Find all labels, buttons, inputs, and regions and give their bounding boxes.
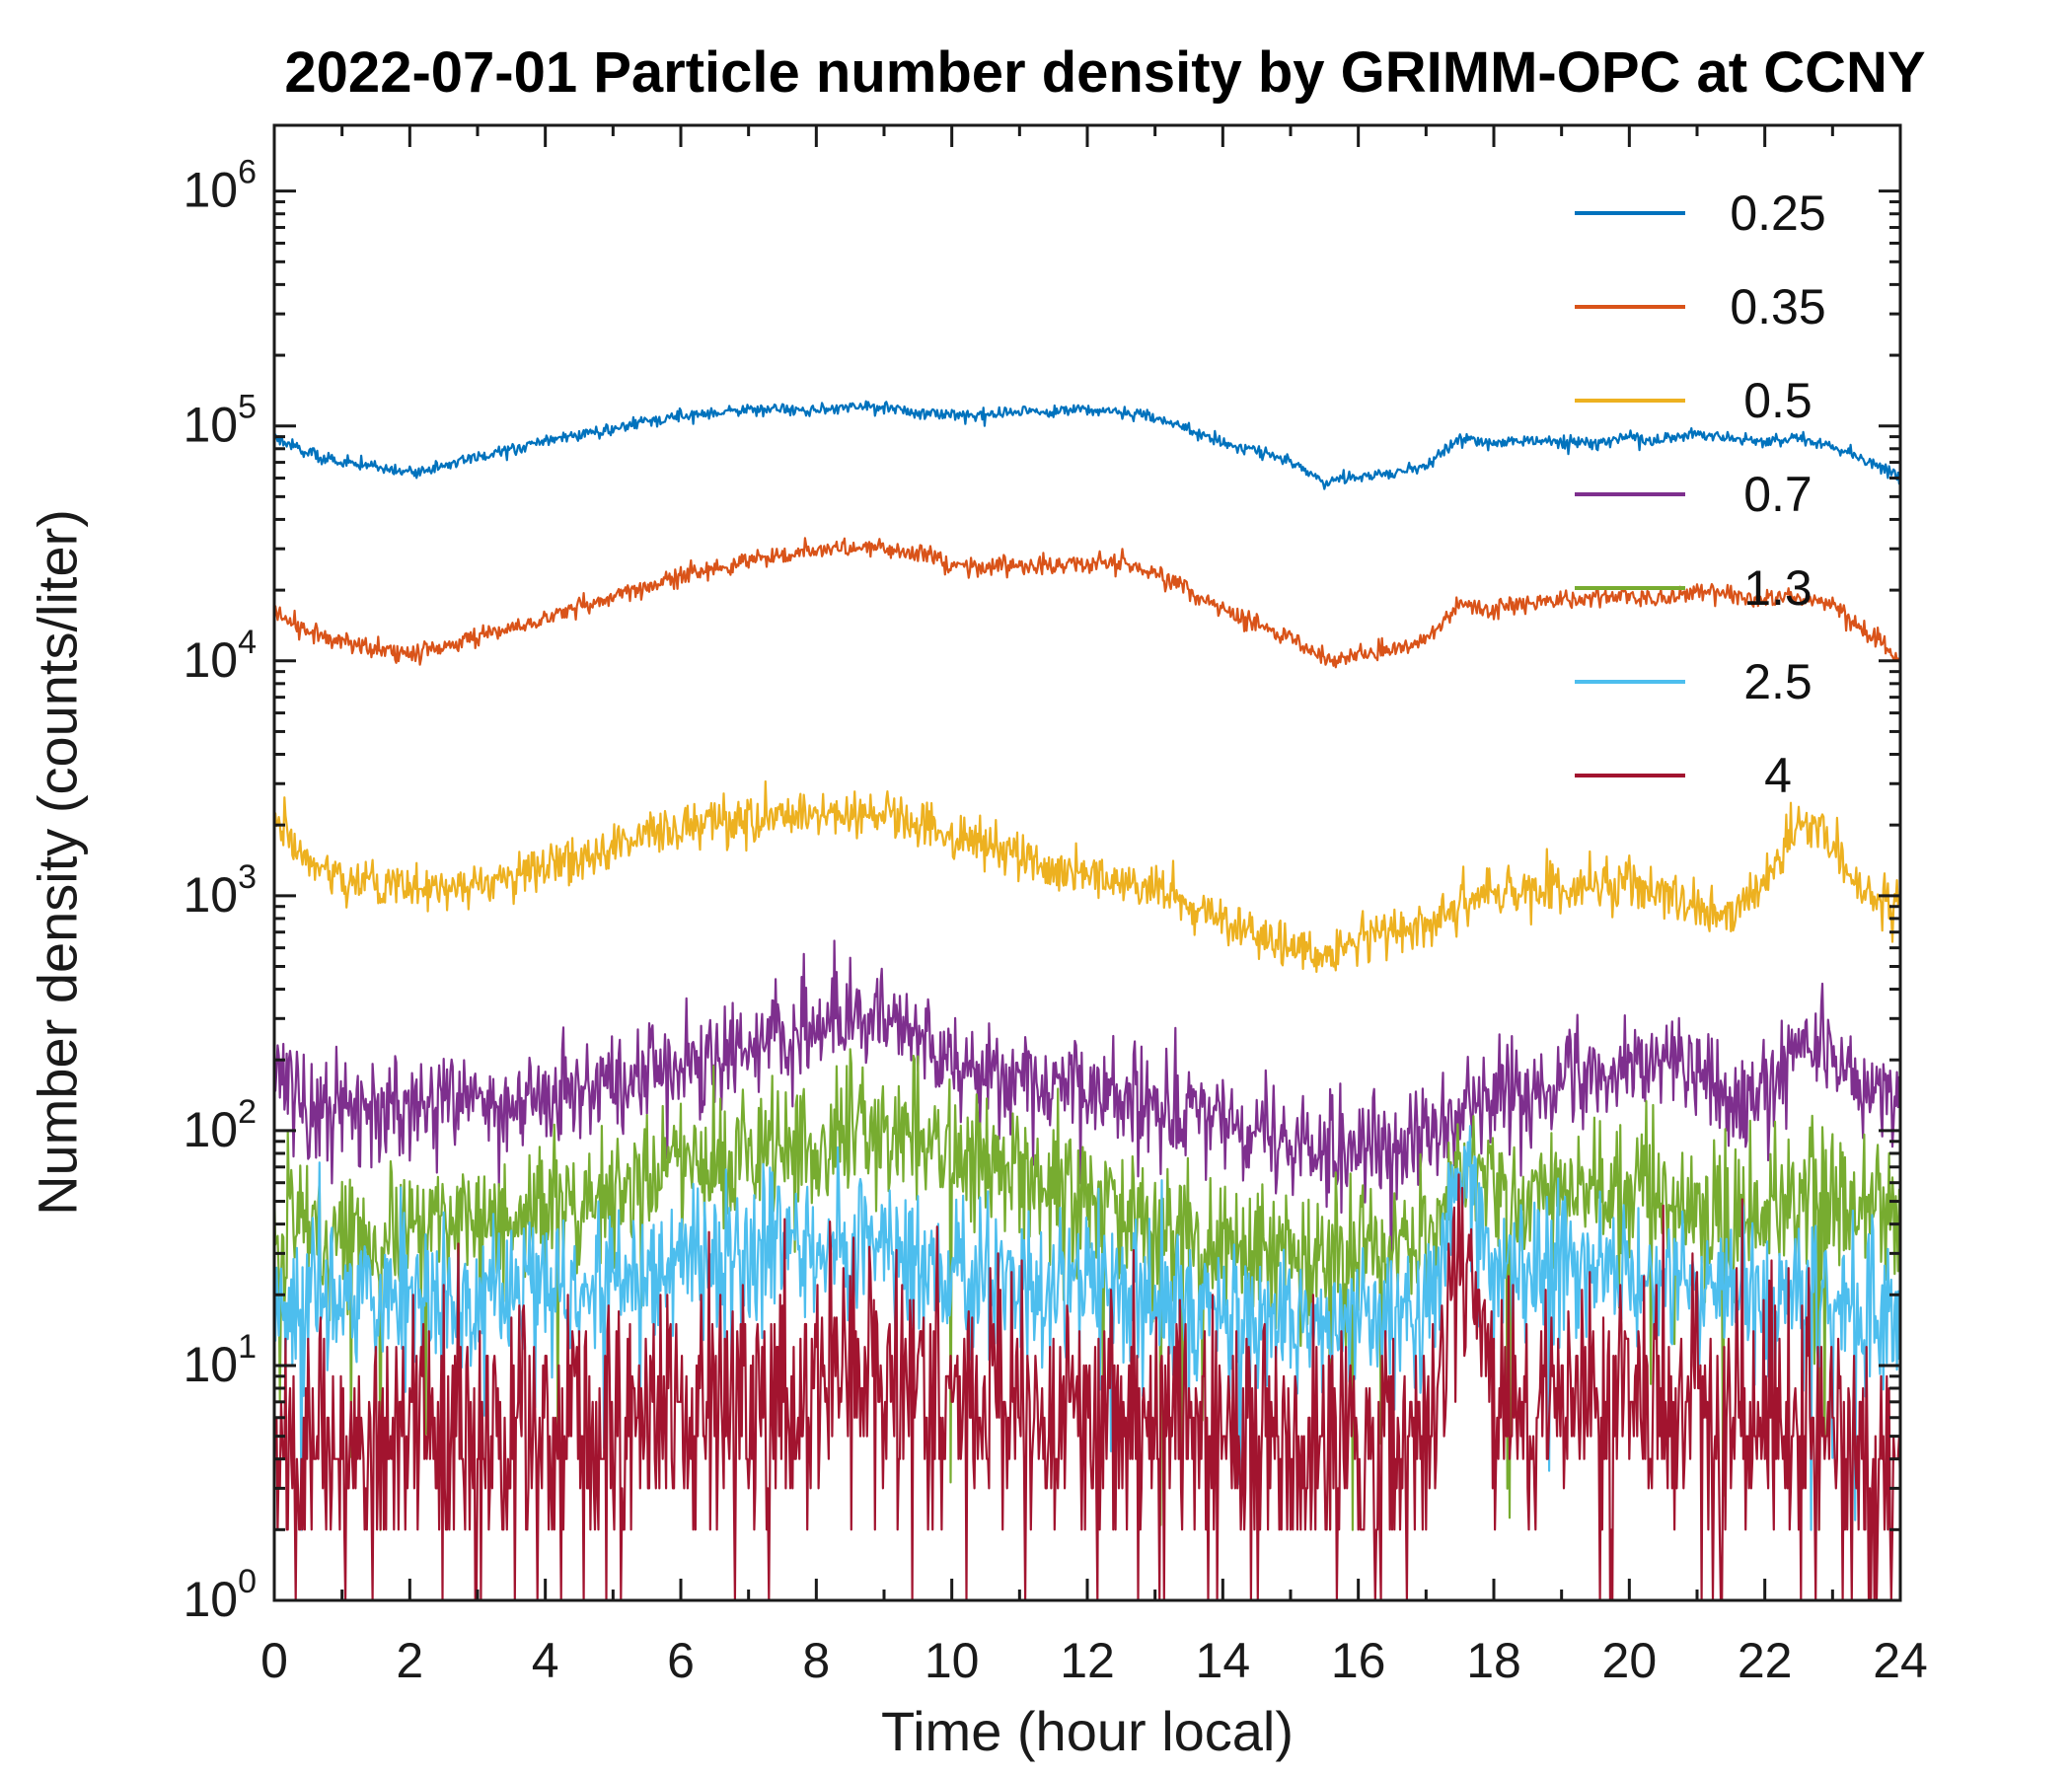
legend-line-swatch <box>1575 491 1685 496</box>
svg-text:105: 105 <box>183 389 257 453</box>
legend-label: 0.7 <box>1743 466 1813 522</box>
legend-item-1.3: 1.3 <box>1575 541 1857 634</box>
y-axis-label: Number density (counts/liter) <box>26 509 89 1216</box>
svg-text:6: 6 <box>667 1633 695 1688</box>
series-line-2.5 <box>272 1125 1902 1531</box>
svg-text:18: 18 <box>1466 1633 1521 1688</box>
series-line-4 <box>272 1173 1902 1602</box>
svg-text:104: 104 <box>183 624 257 688</box>
legend-label: 0.25 <box>1730 185 1826 241</box>
series-line-0.25 <box>272 400 1902 490</box>
svg-text:22: 22 <box>1738 1633 1793 1688</box>
series-line-0.35 <box>272 537 1902 669</box>
svg-text:24: 24 <box>1873 1633 1928 1688</box>
svg-text:0: 0 <box>260 1633 288 1688</box>
svg-text:103: 103 <box>183 858 257 923</box>
y-tick-labels: 100 101 102 103 104 105 106 <box>183 154 257 1627</box>
legend-item-0.25: 0.25 <box>1575 166 1857 259</box>
svg-text:100: 100 <box>183 1563 257 1627</box>
legend-line-swatch <box>1575 585 1685 590</box>
svg-text:14: 14 <box>1196 1633 1251 1688</box>
legend-item-0.5: 0.5 <box>1575 353 1857 447</box>
legend-line-swatch <box>1575 679 1685 684</box>
legend-label: 1.3 <box>1743 559 1813 616</box>
svg-text:16: 16 <box>1331 1633 1386 1688</box>
legend-line-swatch <box>1575 210 1685 215</box>
legend-line-swatch <box>1575 398 1685 403</box>
legend-line-swatch <box>1575 304 1685 309</box>
legend-item-2.5: 2.5 <box>1575 634 1857 728</box>
series-line-0.5 <box>272 779 1902 974</box>
chart-title: 2022-07-01 Particle number density by GR… <box>284 40 1926 105</box>
legend-item-0.7: 0.7 <box>1575 447 1857 541</box>
legend-line-swatch <box>1575 773 1685 777</box>
axis-ticks <box>272 125 1902 1602</box>
legend-label: 4 <box>1764 747 1792 803</box>
series-line-0.7 <box>272 939 1902 1289</box>
svg-text:102: 102 <box>183 1093 257 1157</box>
legend-label: 0.35 <box>1730 278 1826 334</box>
svg-text:12: 12 <box>1060 1633 1115 1688</box>
legend-item-0.35: 0.35 <box>1575 259 1857 353</box>
x-tick-labels: 0 2 4 6 8 10 12 14 16 18 20 22 24 <box>260 1633 1928 1688</box>
svg-text:10: 10 <box>925 1633 980 1688</box>
svg-text:101: 101 <box>183 1328 257 1392</box>
svg-text:4: 4 <box>532 1633 559 1688</box>
svg-text:8: 8 <box>802 1633 830 1688</box>
svg-text:2: 2 <box>396 1633 423 1688</box>
legend-label: 0.5 <box>1743 372 1813 428</box>
legend: 0.25 0.35 0.5 0.7 1.3 2.5 4 <box>1575 166 1857 822</box>
legend-item-4: 4 <box>1575 728 1857 822</box>
svg-text:20: 20 <box>1602 1633 1658 1688</box>
x-axis-label: Time (hour local) <box>880 1700 1295 1762</box>
legend-label: 2.5 <box>1743 653 1813 709</box>
svg-text:106: 106 <box>183 154 257 218</box>
